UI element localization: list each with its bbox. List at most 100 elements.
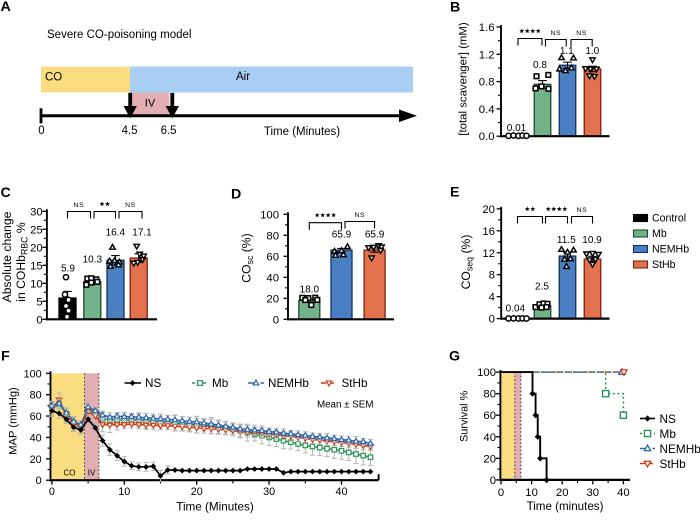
svg-text:[total scavenger] (mM): [total scavenger] (mM) (458, 22, 470, 136)
svg-text:100: 100 (24, 368, 42, 380)
svg-text:15: 15 (30, 260, 43, 272)
svg-text:100: 100 (477, 367, 496, 379)
svg-text:40: 40 (30, 432, 42, 444)
svg-text:16: 16 (482, 226, 495, 238)
svg-text:Time (Minutes): Time (Minutes) (264, 126, 340, 138)
svg-text:0.04: 0.04 (506, 304, 526, 315)
svg-text:StHb: StHb (652, 259, 676, 271)
svg-text:20: 20 (483, 453, 496, 465)
svg-text:30: 30 (263, 486, 275, 498)
svg-text:80: 80 (266, 230, 279, 242)
svg-text:NEMHb: NEMHb (660, 442, 700, 456)
svg-text:NS: NS (660, 412, 677, 426)
svg-text:30: 30 (30, 206, 43, 218)
svg-text:NS: NS (145, 377, 161, 390)
svg-text:Survival %: Survival % (459, 390, 471, 441)
svg-text:Mb: Mb (660, 427, 677, 441)
svg-text:IV: IV (88, 469, 96, 478)
svg-text:80: 80 (483, 389, 496, 401)
svg-text:4: 4 (489, 292, 495, 304)
svg-text:0: 0 (489, 314, 495, 326)
svg-text:E: E (450, 185, 459, 201)
svg-text:0: 0 (273, 314, 279, 326)
svg-text:1.2: 1.2 (479, 49, 495, 61)
svg-text:0: 0 (49, 486, 55, 498)
svg-text:80: 80 (30, 390, 42, 402)
svg-text:Time (Minutes): Time (Minutes) (176, 501, 254, 514)
svg-text:C: C (1, 185, 11, 201)
svg-text:10: 10 (525, 487, 538, 499)
svg-text:NS: NS (354, 212, 365, 219)
svg-text:65.9: 65.9 (332, 230, 352, 241)
svg-text:2.5: 2.5 (535, 282, 549, 293)
svg-text:10.3: 10.3 (83, 255, 103, 266)
svg-text:0: 0 (38, 125, 44, 137)
svg-text:30: 30 (587, 487, 600, 499)
svg-text:25: 25 (30, 224, 43, 236)
svg-text:G: G (449, 348, 460, 364)
svg-text:Mb: Mb (212, 377, 229, 390)
svg-text:16.4: 16.4 (106, 228, 126, 239)
svg-text:B: B (450, 0, 460, 16)
svg-text:Absolute change: Absolute change (0, 211, 14, 302)
svg-text:NS: NS (577, 207, 588, 214)
svg-text:40: 40 (266, 272, 279, 284)
svg-text:20: 20 (482, 204, 495, 216)
svg-text:MAP (mmHg): MAP (mmHg) (8, 387, 20, 455)
svg-text:Severe CO-poisoning model: Severe CO-poisoning model (47, 29, 191, 41)
svg-text:0: 0 (498, 487, 504, 499)
svg-text:Mb: Mb (652, 228, 667, 240)
svg-text:20: 20 (191, 486, 203, 498)
svg-text:A: A (1, 0, 11, 15)
svg-text:NEMHb: NEMHb (652, 244, 689, 256)
svg-text:40: 40 (335, 486, 347, 498)
svg-text:5.9: 5.9 (61, 264, 75, 275)
svg-text:0.8: 0.8 (479, 77, 495, 89)
svg-text:10.9: 10.9 (582, 235, 602, 246)
svg-text:100: 100 (260, 209, 279, 221)
svg-text:1.6: 1.6 (479, 22, 495, 34)
svg-text:F: F (1, 348, 10, 364)
svg-text:20: 20 (266, 293, 279, 305)
svg-text:NS: NS (74, 202, 85, 209)
svg-text:CO: CO (64, 469, 76, 478)
svg-text:10: 10 (118, 486, 130, 498)
svg-text:StHb: StHb (342, 377, 368, 390)
svg-text:60: 60 (266, 251, 279, 263)
svg-text:10: 10 (30, 278, 43, 290)
svg-text:60: 60 (30, 411, 42, 423)
svg-text:D: D (231, 186, 241, 202)
svg-text:20: 20 (556, 487, 569, 499)
svg-text:NS: NS (551, 30, 562, 37)
svg-text:11.5: 11.5 (557, 235, 576, 246)
svg-text:0.4: 0.4 (479, 104, 495, 116)
svg-text:Mean ± SEM: Mean ± SEM (317, 400, 374, 411)
svg-text:NS: NS (576, 30, 587, 37)
svg-text:12: 12 (482, 248, 495, 260)
svg-text:IV: IV (145, 97, 156, 109)
svg-text:40: 40 (617, 487, 630, 499)
svg-text:20: 20 (30, 454, 42, 466)
svg-text:60: 60 (483, 410, 496, 422)
svg-text:1.1: 1.1 (560, 46, 574, 57)
svg-text:0: 0 (36, 314, 42, 326)
svg-text:Control: Control (652, 213, 686, 225)
svg-text:0.8: 0.8 (533, 60, 547, 71)
svg-text:4.5: 4.5 (122, 125, 138, 137)
svg-text:0: 0 (490, 475, 496, 487)
svg-text:StHb: StHb (660, 457, 687, 471)
svg-text:NEMHb: NEMHb (268, 377, 309, 390)
svg-text:18.0: 18.0 (300, 284, 320, 295)
svg-text:Time (minutes): Time (minutes) (527, 500, 604, 513)
svg-text:in COHbRBC %: in COHbRBC % (14, 222, 30, 302)
svg-text:0.01: 0.01 (507, 123, 527, 134)
svg-text:0: 0 (36, 475, 42, 487)
svg-text:6.5: 6.5 (161, 125, 177, 137)
svg-text:CO: CO (45, 72, 62, 84)
svg-text:NS: NS (125, 202, 136, 209)
svg-text:8: 8 (489, 270, 495, 282)
svg-text:1.0: 1.0 (585, 46, 599, 57)
svg-text:0.0: 0.0 (479, 131, 495, 143)
svg-text:40: 40 (483, 432, 496, 444)
svg-text:17.1: 17.1 (132, 228, 152, 239)
